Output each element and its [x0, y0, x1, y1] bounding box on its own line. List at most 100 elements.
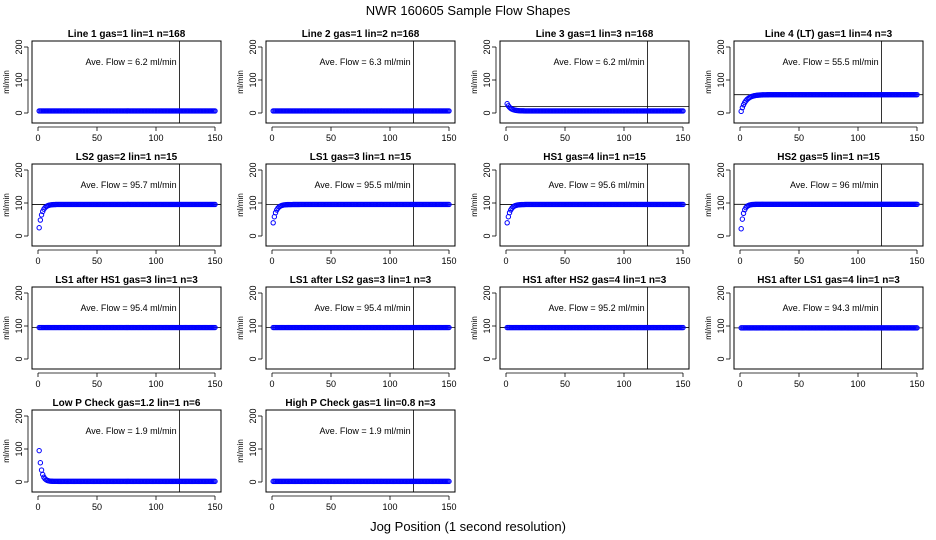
- y-tick-label: 100: [248, 195, 258, 210]
- average-flow-annotation: Ave. Flow = 6.2 ml/min: [85, 57, 176, 67]
- panel-14: High P Check gas=1 lin=0.8 n=3 0 100 200 ml/…: [236, 398, 457, 512]
- y-tick-label: 200: [248, 408, 258, 423]
- x-tick-label: 50: [560, 256, 570, 266]
- data-point: [914, 201, 920, 208]
- data-point: [740, 210, 747, 217]
- average-flow-annotation: Ave. Flow = 1.9 ml/min: [319, 426, 410, 436]
- plot-frame: [31, 40, 222, 124]
- panel-10: LS1 after LS2 gas=3 lin=1 n=3 0 100 200 ml/m…: [236, 275, 457, 389]
- x-tick-label: 150: [441, 502, 456, 512]
- panel-title: Low P Check gas=1.2 lin=1 n=6: [53, 398, 201, 409]
- x-tick-label: 100: [382, 379, 397, 389]
- x-tick-label: 100: [850, 256, 865, 266]
- y-tick-label: 100: [14, 318, 24, 333]
- average-flow-annotation: Ave. Flow = 6.3 ml/min: [319, 57, 410, 67]
- y-tick-label: 0: [482, 110, 492, 115]
- y-tick-label: 0: [248, 479, 258, 484]
- y-tick-label: 200: [248, 285, 258, 300]
- data-series: [504, 101, 686, 114]
- x-tick-label: 50: [326, 256, 336, 266]
- data-point: [37, 460, 44, 466]
- y-tick-label: 100: [14, 72, 24, 87]
- plot-frame: [31, 286, 222, 370]
- x-tick-label: 150: [207, 379, 222, 389]
- figure-xlabel: Jog Position (1 second resolution): [370, 519, 566, 534]
- x-tick-label: 50: [560, 133, 570, 143]
- panel-3: Line 3 gas=1 lin=3 n=168 0 100 200 ml/min 0 50…: [470, 29, 691, 143]
- data-point: [212, 201, 218, 208]
- plot-frame: [265, 163, 456, 247]
- x-tick-label: 50: [794, 256, 804, 266]
- y-tick-label: 0: [248, 356, 258, 361]
- panel-title: HS2 gas=5 lin=1 n=15: [777, 152, 880, 163]
- y-tick-label: 0: [248, 233, 258, 238]
- x-tick-label: 150: [207, 256, 222, 266]
- data-point: [212, 108, 218, 114]
- y-tick-label: 0: [14, 479, 24, 484]
- y-axis-label: ml/min: [704, 316, 713, 340]
- y-tick-label: 0: [482, 233, 492, 238]
- x-tick-label: 150: [441, 379, 456, 389]
- plot-frame: [31, 163, 222, 247]
- y-tick-label: 100: [14, 195, 24, 210]
- panel-13: Low P Check gas=1.2 lin=1 n=6 0 100 200 ml/m…: [2, 398, 223, 512]
- y-axis-label: ml/min: [2, 70, 11, 94]
- data-point: [40, 471, 46, 478]
- plot-frame: [733, 40, 924, 124]
- x-tick-label: 50: [92, 379, 102, 389]
- data-point: [680, 108, 686, 114]
- x-tick-label: 100: [148, 502, 163, 512]
- data-point: [738, 226, 744, 232]
- x-tick-label: 150: [909, 379, 924, 389]
- plot-frame: [499, 163, 690, 247]
- y-tick-label: 200: [14, 408, 24, 423]
- y-tick-label: 200: [14, 285, 24, 300]
- panel-12: HS1 after LS1 gas=4 lin=1 n=3 0 100 200 ml/m…: [704, 275, 925, 389]
- data-point: [446, 108, 452, 114]
- y-tick-label: 0: [716, 233, 726, 238]
- data-point: [38, 467, 45, 473]
- data-series: [738, 325, 920, 331]
- y-tick-label: 200: [14, 162, 24, 177]
- panel-1: Line 1 gas=1 lin=1 n=168 0 100 200 ml/min 0 50…: [2, 29, 223, 143]
- x-tick-label: 100: [616, 379, 631, 389]
- x-tick-label: 100: [850, 133, 865, 143]
- x-tick-label: 100: [850, 379, 865, 389]
- x-tick-label: 0: [737, 256, 742, 266]
- data-point: [680, 201, 686, 208]
- y-tick-label: 100: [716, 195, 726, 210]
- panel-title: Line 1 gas=1 lin=1 n=168: [68, 29, 186, 40]
- data-point: [38, 212, 45, 218]
- y-tick-label: 100: [716, 318, 726, 333]
- panel-title: LS2 gas=2 lin=1 n=15: [76, 152, 178, 163]
- panel-title: High P Check gas=1 lin=0.8 n=3: [285, 398, 436, 409]
- y-tick-label: 200: [248, 162, 258, 177]
- y-axis-label: ml/min: [236, 70, 245, 94]
- x-tick-label: 100: [382, 133, 397, 143]
- panel-11: HS1 after HS2 gas=4 lin=1 n=3 0 100 200 ml/m…: [470, 275, 691, 389]
- y-axis-label: ml/min: [2, 316, 11, 340]
- panel-title: Line 4 (LT) gas=1 lin=4 n=3: [765, 29, 893, 40]
- data-point: [36, 447, 42, 454]
- x-tick-label: 100: [382, 502, 397, 512]
- panel-4: Line 4 (LT) gas=1 lin=4 n=3 0 100 200 ml/min…: [704, 29, 925, 143]
- plot-frame: [265, 40, 456, 124]
- data-point: [446, 324, 452, 331]
- data-series: [738, 201, 920, 232]
- panel-title: LS1 after HS1 gas=3 lin=1 n=3: [55, 275, 198, 286]
- data-point: [739, 216, 746, 222]
- x-tick-label: 150: [909, 256, 924, 266]
- average-flow-annotation: Ave. Flow = 94.3 ml/min: [782, 303, 878, 313]
- y-axis-label: ml/min: [236, 316, 245, 340]
- panel-title: Line 2 gas=1 lin=2 n=168: [302, 29, 420, 40]
- x-tick-label: 150: [441, 133, 456, 143]
- panel-5: LS2 gas=2 lin=1 n=15 0 100 200 ml/min 0 50 100 1…: [2, 152, 223, 266]
- y-tick-label: 100: [248, 441, 258, 456]
- x-tick-label: 150: [675, 256, 690, 266]
- data-point: [506, 209, 513, 216]
- data-series: [738, 91, 920, 115]
- y-tick-label: 200: [482, 162, 492, 177]
- average-flow-annotation: Ave. Flow = 96 ml/min: [790, 180, 879, 190]
- x-tick-label: 0: [737, 379, 742, 389]
